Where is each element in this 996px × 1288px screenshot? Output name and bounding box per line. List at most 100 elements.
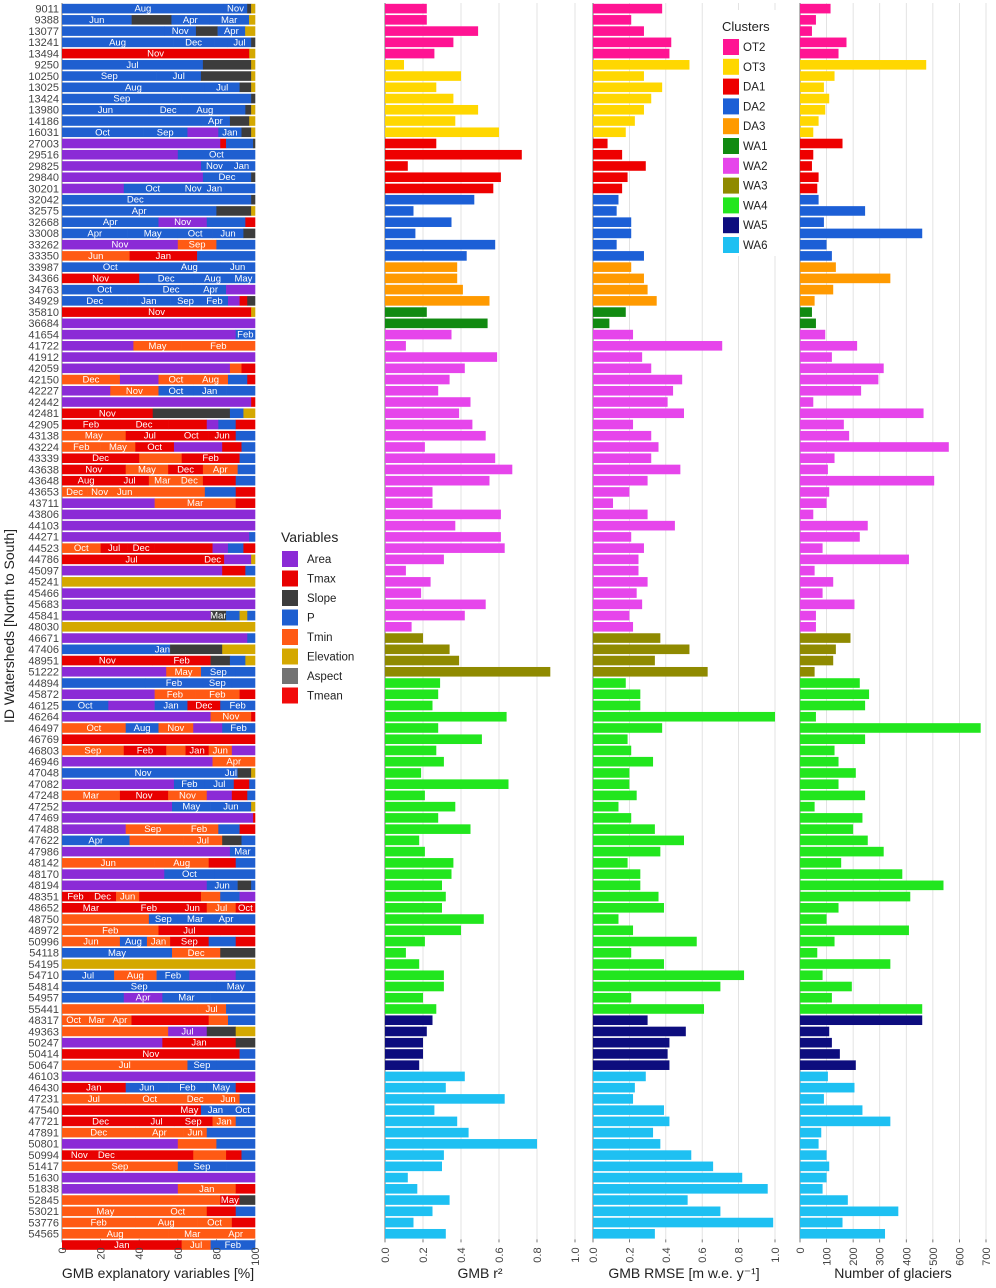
bar bbox=[800, 1184, 823, 1194]
watershed-id: 50247 bbox=[28, 1038, 59, 1050]
cluster-label: WA2 bbox=[743, 161, 768, 173]
segment-p bbox=[235, 858, 256, 868]
segment-tmax bbox=[220, 925, 256, 936]
bar bbox=[385, 858, 454, 868]
segment-area bbox=[62, 1172, 256, 1183]
bar bbox=[593, 734, 628, 745]
month-label: Aug bbox=[78, 476, 95, 487]
bar bbox=[593, 768, 630, 778]
segment-tmin bbox=[62, 543, 101, 553]
bar bbox=[385, 93, 454, 104]
segment-area bbox=[62, 846, 231, 857]
watershed-id: 48170 bbox=[28, 869, 59, 881]
bar bbox=[800, 959, 891, 969]
bar bbox=[593, 251, 644, 261]
bar bbox=[593, 363, 652, 374]
segment-p bbox=[62, 206, 217, 216]
bar bbox=[593, 1161, 714, 1172]
segment-p bbox=[170, 296, 202, 306]
segment-tmax bbox=[185, 745, 209, 756]
watershed-id: 48972 bbox=[28, 925, 59, 937]
watershed-id: 43339 bbox=[28, 453, 59, 465]
month-label: Apr bbox=[152, 1128, 167, 1139]
segment-tmax bbox=[62, 1116, 140, 1127]
segment-slope bbox=[195, 26, 218, 36]
segment-p bbox=[204, 82, 240, 93]
bar bbox=[593, 610, 630, 621]
bar bbox=[385, 60, 404, 70]
segment-p bbox=[200, 161, 229, 171]
bar bbox=[800, 565, 815, 576]
segment-elevation bbox=[251, 82, 256, 93]
segment-tmax bbox=[177, 903, 208, 913]
bar bbox=[385, 104, 479, 115]
segment-slope bbox=[247, 296, 256, 306]
segment-area bbox=[62, 363, 231, 374]
watershed-id: 45097 bbox=[28, 565, 59, 577]
segment-elevation bbox=[251, 60, 256, 70]
segment-area bbox=[173, 442, 223, 452]
segment-p bbox=[226, 1161, 256, 1172]
bar bbox=[800, 678, 860, 688]
segment-p bbox=[171, 15, 210, 25]
watershed-id: 54814 bbox=[28, 981, 59, 993]
segment-area bbox=[62, 880, 208, 891]
segment-area bbox=[62, 779, 175, 789]
month-label: Nov bbox=[206, 161, 223, 172]
watershed-id: 54118 bbox=[29, 948, 59, 960]
segment-tmin bbox=[62, 745, 125, 756]
segment-elevation bbox=[245, 26, 256, 36]
segment-p bbox=[62, 228, 128, 239]
watershed-id: 45683 bbox=[28, 599, 59, 611]
month-label: Dec bbox=[188, 948, 205, 959]
month-label: Jun bbox=[101, 858, 116, 869]
segment-tmax bbox=[241, 363, 256, 374]
month-label: Oct bbox=[168, 375, 183, 386]
bar bbox=[800, 397, 814, 407]
month-label: Dec bbox=[181, 476, 198, 487]
segment-tmin bbox=[168, 790, 208, 801]
month-label: Dec bbox=[187, 1094, 204, 1105]
segment-tmin bbox=[85, 1015, 109, 1026]
segment-tmin bbox=[62, 374, 121, 385]
segment-area bbox=[123, 992, 163, 1003]
segment-p bbox=[206, 880, 238, 891]
month-label: Jun bbox=[188, 1128, 203, 1139]
cluster-swatch-wa3 bbox=[723, 177, 739, 194]
cluster-label: DA3 bbox=[743, 121, 765, 133]
segment-area bbox=[239, 891, 256, 902]
bar bbox=[800, 1004, 923, 1014]
bar bbox=[800, 217, 824, 227]
segment-slope bbox=[251, 172, 256, 183]
bar bbox=[385, 768, 422, 778]
segment-p bbox=[239, 1094, 256, 1104]
segment-elevation bbox=[249, 48, 256, 59]
month-label: Jul bbox=[108, 543, 120, 554]
month-label: Jul bbox=[125, 554, 137, 565]
segment-tmin bbox=[146, 936, 171, 947]
segment-tmax bbox=[131, 1015, 209, 1026]
watershed-id: 46497 bbox=[28, 723, 59, 735]
segment-p bbox=[229, 655, 246, 666]
segment-area bbox=[62, 588, 256, 598]
segment-p bbox=[227, 1015, 256, 1026]
segment-elevation bbox=[62, 959, 256, 969]
month-label: Oct bbox=[147, 442, 162, 453]
segment-p bbox=[197, 251, 256, 261]
bar bbox=[593, 891, 659, 902]
month-label: Oct bbox=[184, 431, 199, 442]
watershed-id: 48030 bbox=[28, 622, 59, 634]
segment-p bbox=[62, 644, 155, 655]
bar bbox=[385, 925, 461, 936]
bar bbox=[385, 475, 490, 486]
panel-1-xtick-labels: 0.0 0.2 0.4 0.6 0.8 1.0 bbox=[380, 1247, 582, 1262]
legend-label: Aspect bbox=[307, 671, 343, 683]
segment-tmin bbox=[202, 464, 238, 475]
bar bbox=[593, 161, 646, 171]
segment-slope bbox=[247, 3, 252, 14]
month-label: Nov bbox=[142, 1049, 159, 1060]
segment-p bbox=[247, 633, 256, 643]
bar bbox=[593, 116, 635, 126]
segment-tmax bbox=[110, 475, 150, 486]
bar bbox=[385, 903, 442, 913]
